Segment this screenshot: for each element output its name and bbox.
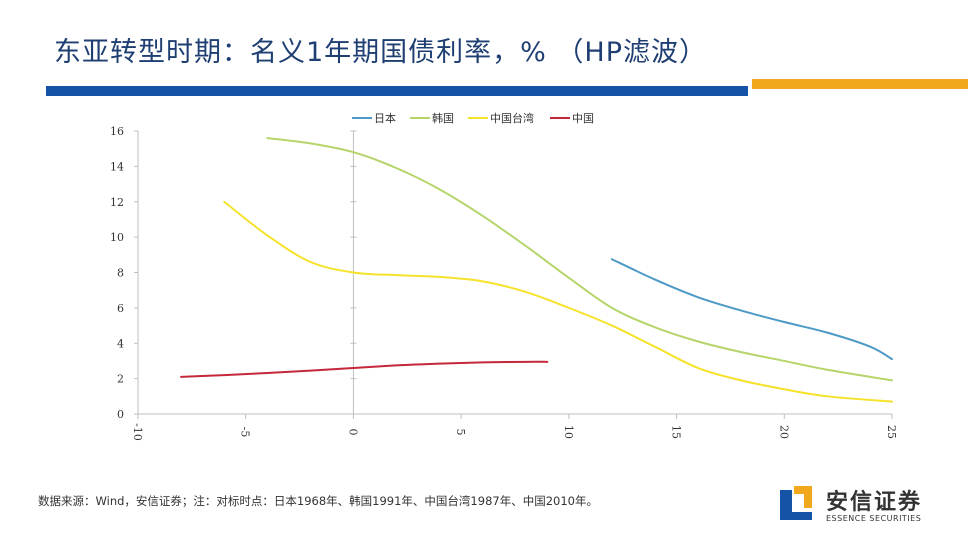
y-tick-label: 0 bbox=[117, 408, 124, 421]
x-tick-label: -10 bbox=[131, 423, 144, 441]
title-underline-blue bbox=[46, 86, 748, 96]
legend-label: 中国 bbox=[572, 112, 594, 125]
series-line-日本 bbox=[610, 258, 893, 361]
y-tick-label: 6 bbox=[117, 302, 124, 315]
essence-logo-icon bbox=[780, 486, 812, 520]
y-tick-label: 2 bbox=[117, 373, 124, 386]
legend-label: 日本 bbox=[374, 111, 396, 125]
x-tick-label: 25 bbox=[885, 425, 898, 439]
series-line-中国 bbox=[180, 360, 549, 378]
x-tick-label: -5 bbox=[239, 427, 252, 438]
x-tick-label: 10 bbox=[562, 425, 575, 439]
x-tick-label: 15 bbox=[670, 425, 683, 439]
series-line-中国台湾 bbox=[223, 200, 893, 403]
title-underline-orange bbox=[752, 79, 968, 89]
slide-title: 东亚转型时期：名义1年期国债利率，% （HP滤波） bbox=[54, 37, 707, 68]
logo-name-cn: 安信证券 bbox=[826, 490, 923, 515]
y-tick-label: 16 bbox=[110, 125, 124, 138]
series-line-韩国 bbox=[266, 137, 893, 382]
x-tick-label: 0 bbox=[346, 429, 359, 436]
x-tick-label: 20 bbox=[777, 425, 790, 439]
legend-label: 中国台湾 bbox=[490, 111, 534, 125]
y-tick-label: 14 bbox=[110, 160, 124, 173]
y-tick-label: 10 bbox=[110, 231, 124, 244]
logo-name-en: ESSENCE SECURITIES bbox=[826, 514, 922, 523]
y-tick-label: 12 bbox=[110, 196, 124, 209]
y-tick-label: 4 bbox=[117, 337, 124, 350]
legend-label: 韩国 bbox=[432, 111, 454, 125]
source-note: 数据来源：Wind，安信证券；注：对标时点：日本1968年、韩国1991年、中国… bbox=[38, 494, 598, 508]
x-tick-label: 5 bbox=[454, 429, 467, 436]
y-tick-label: 8 bbox=[117, 267, 124, 280]
